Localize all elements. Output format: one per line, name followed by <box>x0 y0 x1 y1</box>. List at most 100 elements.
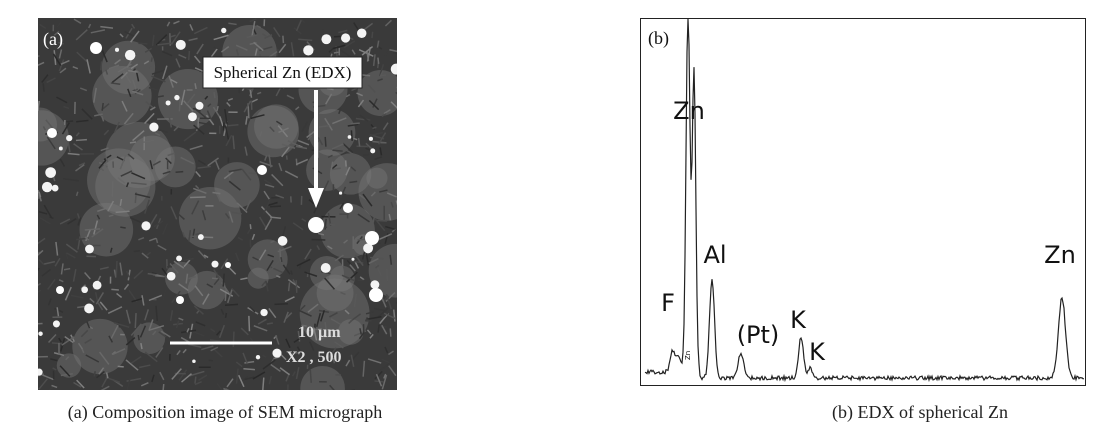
sem-texture-part <box>350 354 355 368</box>
sem-texture-part <box>343 239 349 244</box>
sem-texture-part <box>181 329 197 334</box>
sem-texture-part <box>249 224 252 230</box>
sem-texture-part <box>377 307 389 319</box>
sem-texture-part <box>151 75 166 83</box>
sem-texture-part <box>46 77 56 84</box>
sem-texture-part <box>70 294 84 299</box>
sem-texture-part <box>101 376 109 388</box>
sem-texture-part <box>56 353 82 378</box>
sem-texture-part <box>268 154 272 168</box>
sem-texture-part <box>300 365 345 390</box>
sem-texture-part <box>178 187 242 250</box>
sem-texture-part <box>141 295 145 306</box>
sem-texture-part <box>340 291 346 296</box>
sem-texture-part <box>155 132 161 136</box>
sem-texture-part <box>366 51 370 62</box>
sem-texture-part <box>98 158 108 169</box>
sem-texture-part <box>93 87 97 103</box>
panel-label: (a) <box>43 29 63 50</box>
sem-texture-part <box>162 383 165 390</box>
sem-texture-part <box>38 378 49 390</box>
sem-texture-part <box>370 148 376 154</box>
sem-texture-part <box>228 168 242 173</box>
sem-texture-part <box>125 182 130 188</box>
sem-texture-part <box>269 126 275 133</box>
sem-texture-part <box>369 333 374 339</box>
sem-texture-part <box>214 162 260 208</box>
sem-texture-part <box>213 92 216 99</box>
sem-texture-part <box>139 364 151 369</box>
sem-texture-part <box>362 153 370 157</box>
sem-texture-part <box>216 382 223 390</box>
sem-texture-part <box>324 117 333 131</box>
sem-texture-part <box>321 34 332 45</box>
sem-texture-part <box>152 95 164 99</box>
sem-texture-part <box>379 360 394 372</box>
sem-texture-part <box>377 57 380 64</box>
sem-texture-part <box>131 172 146 180</box>
sem-texture-part <box>170 206 178 220</box>
sem-texture-part <box>59 218 71 225</box>
sem-texture-part <box>151 374 155 383</box>
sem-texture <box>38 18 397 390</box>
sem-texture-part <box>166 21 171 27</box>
sem-texture-part <box>235 44 248 51</box>
sem-texture-part <box>57 124 63 140</box>
sem-texture-part <box>170 78 178 84</box>
sem-texture-part <box>362 360 366 377</box>
sem-texture-part <box>264 34 273 39</box>
sem-texture-part <box>351 257 355 261</box>
sem-texture-part <box>287 140 300 147</box>
sem-texture-part <box>226 102 231 107</box>
sem-texture-part <box>349 180 358 184</box>
sem-texture-part <box>328 47 334 53</box>
sem-texture-part <box>330 161 334 170</box>
sem-texture-part <box>377 219 388 222</box>
sem-texture-part <box>228 22 237 26</box>
sem-texture-part <box>363 243 374 254</box>
sem-texture-part <box>198 374 208 381</box>
sem-texture-part <box>262 33 267 37</box>
sem-texture-part <box>137 334 140 341</box>
sem-texture-part <box>159 371 165 381</box>
sem-texture-part <box>280 256 283 263</box>
sem-texture-part <box>281 145 291 158</box>
sem-texture-part <box>213 46 221 51</box>
sem-texture-part <box>114 59 121 65</box>
sem-texture-part <box>38 251 41 254</box>
sem-texture-part <box>309 341 315 351</box>
sem-texture-part <box>179 254 193 259</box>
sem-texture-part <box>165 261 198 295</box>
sem-texture-part <box>329 312 338 318</box>
sem-texture-part <box>193 187 207 194</box>
sem-texture-part <box>379 189 388 193</box>
sem-texture-part <box>332 149 343 152</box>
sem-texture-part <box>308 217 324 233</box>
sem-texture-part <box>383 109 391 115</box>
sem-texture-part <box>75 132 80 137</box>
spectrum-line <box>644 18 1085 383</box>
sem-texture-part <box>385 292 396 302</box>
sem-texture-part <box>266 259 274 272</box>
sem-texture-part <box>344 309 350 315</box>
sem-texture-part <box>176 296 184 304</box>
sem-texture-part <box>365 253 370 266</box>
sem-texture-part <box>389 48 397 53</box>
sem-texture-part <box>292 222 304 231</box>
sem-texture-part <box>85 354 100 363</box>
sem-texture-part <box>351 351 360 361</box>
sem-texture-part <box>58 337 62 343</box>
sem-texture-part <box>343 203 353 213</box>
sem-texture-part <box>224 288 227 301</box>
sem-texture-part <box>353 293 358 308</box>
sem-texture-part <box>141 221 151 231</box>
sem-texture-part <box>197 249 207 259</box>
sem-texture-part <box>275 120 283 126</box>
sem-texture-part <box>313 203 320 214</box>
sem-texture-part <box>244 376 255 381</box>
sem-texture-part <box>128 69 138 73</box>
sem-texture-part <box>75 164 85 172</box>
sem-texture-part <box>130 30 140 43</box>
sem-texture-part <box>250 114 265 120</box>
sem-texture-part <box>270 363 281 373</box>
